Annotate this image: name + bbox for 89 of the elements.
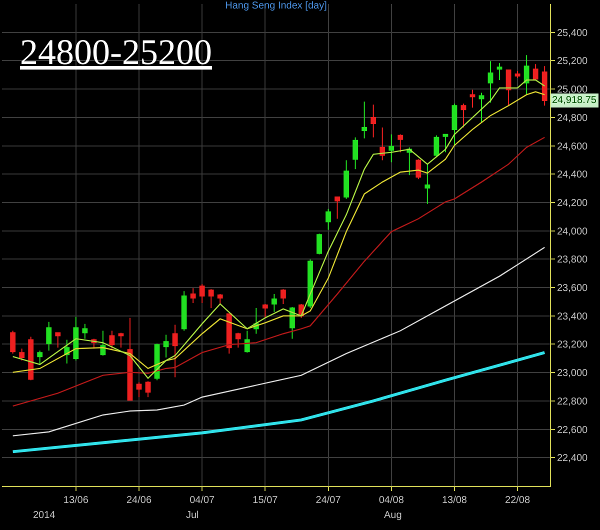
candlestick bbox=[28, 336, 34, 381]
candlestick bbox=[470, 89, 476, 108]
y-tick-label: 24,200 bbox=[557, 198, 588, 209]
line-series bbox=[12, 136, 546, 407]
x-tick-label: 15/07 bbox=[252, 495, 278, 506]
candlestick bbox=[190, 288, 196, 304]
y-tick-label: 24,600 bbox=[557, 141, 588, 152]
x-tick-label: 13/08 bbox=[442, 495, 468, 506]
candlestick bbox=[109, 330, 115, 350]
text: 24,918.75 bbox=[552, 95, 597, 106]
candlestick bbox=[235, 332, 241, 348]
candlestick bbox=[388, 134, 394, 163]
candlestick bbox=[82, 323, 88, 340]
candlestick bbox=[424, 164, 430, 204]
candlestick bbox=[532, 64, 538, 80]
text: Jul bbox=[186, 510, 199, 521]
x-tick-label: 24/06 bbox=[126, 495, 152, 506]
y-tick-label: 24,800 bbox=[557, 112, 588, 124]
text: Aug bbox=[384, 510, 402, 521]
candlestick bbox=[406, 146, 412, 176]
candlestick bbox=[226, 313, 232, 354]
candlestick bbox=[308, 258, 313, 308]
candlestick bbox=[442, 134, 448, 153]
y-tick-label: 22,600 bbox=[557, 424, 588, 436]
candlestick bbox=[506, 70, 512, 106]
candlestick bbox=[244, 330, 250, 354]
candlestick bbox=[352, 136, 358, 170]
y-tick-label: 25,400 bbox=[557, 28, 588, 39]
y-tick-label: 22,400 bbox=[557, 453, 588, 464]
y-tick-label: 25,000 bbox=[557, 84, 588, 96]
candlestick bbox=[136, 382, 142, 398]
candlestick bbox=[10, 330, 16, 354]
candlestick bbox=[524, 54, 530, 96]
candlestick bbox=[452, 103, 458, 146]
candlestick bbox=[19, 348, 25, 362]
candlestick bbox=[488, 60, 494, 104]
candlestick bbox=[416, 158, 422, 180]
y-tick-label: 25,200 bbox=[557, 56, 588, 68]
candlestick bbox=[280, 288, 286, 304]
candlestick bbox=[434, 134, 440, 158]
x-tick-label: 22/08 bbox=[505, 495, 530, 506]
candlestick bbox=[46, 321, 52, 352]
x-tick-label: 04/08 bbox=[378, 495, 404, 506]
candlestick bbox=[262, 303, 268, 318]
candlestick bbox=[163, 334, 169, 358]
candlestick bbox=[398, 134, 404, 153]
candlestick bbox=[199, 284, 205, 304]
candlestick bbox=[370, 104, 376, 138]
candlestick bbox=[118, 332, 124, 348]
annotation: 24800-25200 bbox=[20, 32, 212, 72]
candlestick bbox=[334, 196, 340, 220]
candlestick bbox=[37, 350, 43, 366]
candlestick bbox=[542, 66, 548, 106]
candlestick bbox=[172, 324, 178, 378]
candlestick bbox=[290, 306, 295, 340]
text: 2014 bbox=[33, 510, 56, 521]
x-tick-label: 13/06 bbox=[63, 495, 89, 506]
y-tick-label: 24,000 bbox=[557, 226, 588, 238]
y-tick-label: 23,000 bbox=[557, 368, 588, 380]
candlestick bbox=[380, 126, 386, 161]
line-series bbox=[12, 246, 546, 436]
candlestick bbox=[55, 332, 61, 348]
candlestick bbox=[326, 208, 331, 230]
y-tick-label: 23,800 bbox=[557, 254, 588, 266]
candlestick bbox=[127, 317, 133, 401]
candlestick bbox=[460, 103, 466, 128]
chart-title: Hang Seng Index [day] bbox=[225, 0, 328, 12]
candlestick bbox=[344, 160, 350, 200]
line-series bbox=[11, 351, 546, 454]
y-tick-label: 24,400 bbox=[557, 170, 588, 181]
y-tick-label: 23,400 bbox=[557, 311, 588, 322]
x-tick-label: 04/07 bbox=[190, 495, 216, 506]
x-tick-label: 24/07 bbox=[316, 495, 342, 506]
candlestick bbox=[73, 316, 79, 362]
y-tick-label: 22,800 bbox=[557, 396, 588, 408]
y-tick-label: 23,200 bbox=[557, 340, 588, 351]
candlestick bbox=[496, 62, 502, 80]
candlestick bbox=[145, 380, 151, 398]
candlestick bbox=[478, 92, 484, 124]
y-tick-label: 23,600 bbox=[557, 283, 588, 294]
candlestick bbox=[217, 294, 223, 304]
candlestick bbox=[64, 339, 70, 364]
candlestick bbox=[514, 70, 520, 78]
candlestick bbox=[181, 290, 187, 332]
candlestick bbox=[208, 288, 214, 308]
candlestick bbox=[316, 233, 322, 255]
candlestick bbox=[362, 101, 368, 139]
candlestick bbox=[100, 330, 106, 356]
candlestick bbox=[271, 294, 277, 312]
